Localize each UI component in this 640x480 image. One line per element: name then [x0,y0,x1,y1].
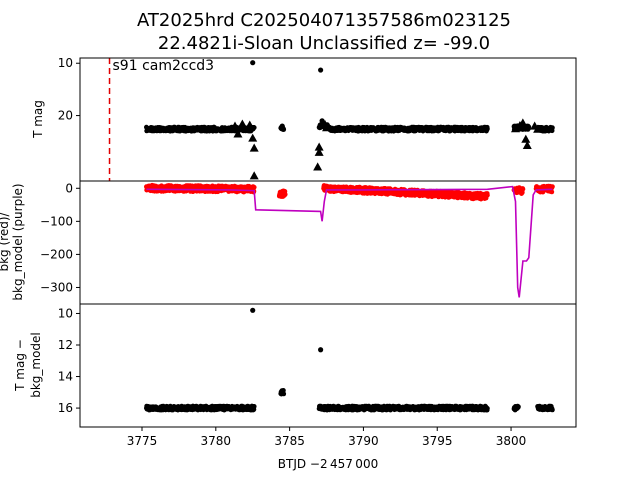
data-point [549,189,555,195]
data-point [550,407,555,413]
bkg-model-line [146,185,553,298]
panel-top: 10 20 [58,56,577,182]
data-point [516,404,521,410]
series-0-segment-1 [278,388,287,397]
data-point [319,118,325,124]
title-line-2: 22.4821i-Sloan Unclassified z= -99.0 [158,33,490,54]
middle-y-axis-label-line-2: bkg_model (purple) [11,183,25,300]
upper-limit-triangle [510,124,520,133]
bottom-y-axis-label-line-1: T mag − [13,339,27,392]
upper-limit-triangle [313,162,323,171]
y-tick-label: 16 [58,401,73,415]
series-0-segment-1 [228,183,257,195]
plot-area [144,307,555,413]
upper-limit-triangle [249,143,259,152]
upper-limit-triangle [233,129,243,138]
middle-y-axis-label-line-1: bkg (red)/ [0,212,11,272]
data-point [281,391,287,397]
panel-bottom: 10 12 14 16 3775 3780 3785 3790 3795 3800 [58,303,577,448]
data-point [251,184,257,190]
data-point [485,126,490,132]
series-0-segment-0 [144,182,234,195]
data-point [526,124,532,130]
upper-limit-triangle [521,134,531,143]
x-tick-label: 3785 [274,434,305,448]
plot-area [108,58,555,181]
series-0-segment-3 [327,403,490,413]
data-point [281,388,286,393]
upper-limit-triangle [249,171,259,180]
series-0-segment-0 [144,124,236,134]
panel-middle: 0 −100 −200 −300 [40,180,577,305]
data-point [318,67,324,73]
series-0-segment-4 [511,185,526,197]
series-0-segment-4 [511,403,521,413]
upper-limit-triangle [237,119,247,128]
upper-limit-triangle [314,142,324,151]
data-point [250,60,256,66]
axes-frame [79,303,577,428]
upper-limit-triangle [245,120,255,129]
data-point [318,347,324,353]
x-tick-label: 3780 [201,434,232,448]
data-point [485,192,490,198]
data-point [550,125,555,131]
series-0-segment-4 [327,124,490,134]
upper-limit-triangle [248,133,258,142]
upper-limit-triangle [518,118,528,127]
x-tick-label: 3795 [422,434,453,448]
y-tick-label: 20 [58,109,73,123]
upper-limit-triangle [230,121,240,130]
upper-limit-triangle [322,123,332,132]
y-tick-label: 0 [65,181,73,195]
sector-annotation: s91 cam2ccd3 [113,58,215,74]
data-point [520,186,526,192]
bottom-y-axis-label-line-2: bkg_model [29,332,43,398]
y-tick-label: 10 [58,306,73,320]
series-0-segment-0 [144,403,257,413]
series-0-segment-2 [276,188,288,199]
plot-area [144,182,555,298]
title-line-1: AT2025hrd C202504071357586m023125 [137,10,511,31]
x-tick-label: 3790 [348,434,379,448]
upper-limit-triangle [314,147,324,156]
data-point [251,404,257,409]
x-axis-label: BTJD −2 457 000 [278,457,378,471]
upper-limit-triangle [533,124,543,133]
data-point [485,406,490,411]
y-tick-label: 10 [58,56,73,70]
y-tick-label: 14 [58,370,73,384]
x-tick-label: 3775 [127,434,158,448]
series-0-segment-5 [535,403,555,413]
top-y-axis-label: T mag [31,100,45,139]
upper-limit-triangle [522,140,532,150]
data-point [279,123,285,129]
y-tick-label: −100 [40,214,73,228]
data-point [282,192,288,197]
y-tick-label: −200 [40,247,73,261]
y-tick-label: 12 [58,338,73,352]
data-point [250,307,256,313]
data-point [550,184,555,190]
y-tick-label: −300 [40,280,73,294]
x-tick-label: 3800 [496,434,527,448]
